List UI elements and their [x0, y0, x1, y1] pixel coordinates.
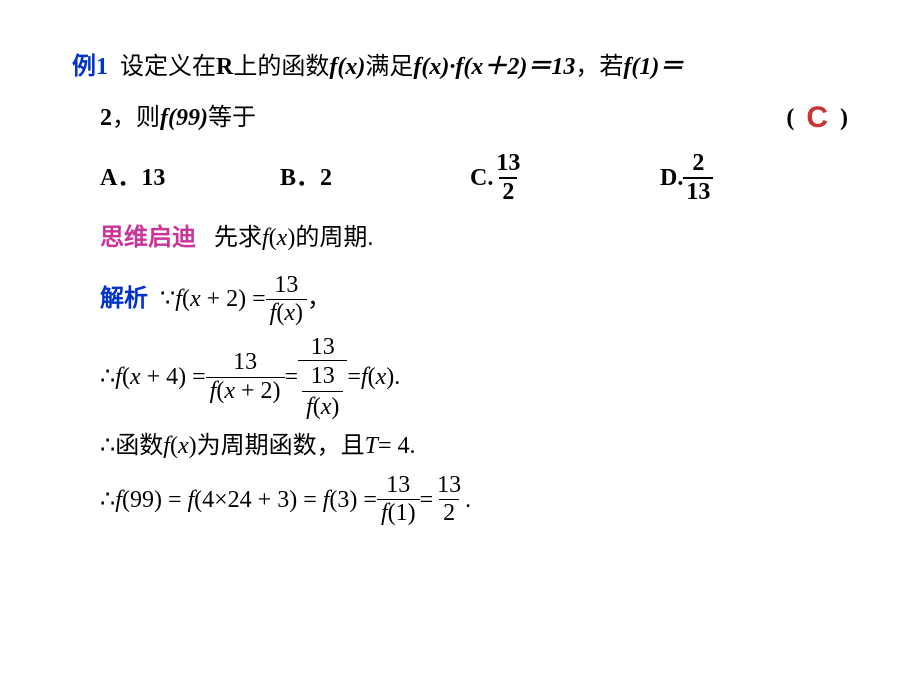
step4-lhs: f(99) = f(4×24 + 3) = f(3) =	[115, 481, 377, 519]
option-a: A．13	[100, 159, 280, 197]
example-label: 例1	[72, 48, 108, 86]
solution-step-4: ∴ f(99) = f(4×24 + 3) = f(3) = 13 f(1) =…	[100, 472, 848, 528]
step2-inner-frac: 13 f(x)	[302, 363, 343, 421]
solution-block: 解析 ∵ f(x + 2) = 13 f(x) ， ∴ f(x + 4) = 1…	[72, 272, 848, 528]
step2-rhs: f(x).	[361, 358, 400, 396]
problem-text: 设定义在R上的函数f(x)满足f(x)·f(x＋2)＝13，若f(1)＝	[108, 48, 848, 86]
ask-expr: f(99)	[160, 99, 208, 137]
cond-value: 2	[100, 99, 112, 137]
step4-frac1: 13 f(1)	[377, 472, 420, 528]
paren-open: (	[786, 99, 794, 137]
option-c: C. 13 2	[470, 150, 660, 205]
answer-group: ( C )	[786, 94, 848, 142]
option-d-frac: 2 13	[683, 150, 713, 205]
step4-frac2: 13 2	[433, 472, 465, 528]
condition: f(1)＝	[623, 54, 683, 80]
step3-fx: f	[163, 427, 170, 465]
option-d: D. 2 13	[660, 150, 713, 205]
option-b: B．2	[280, 159, 470, 197]
step2-frac1: 13 f(x + 2)	[206, 349, 285, 405]
option-c-frac: 13 2	[493, 150, 523, 205]
step2-frac2: 13 13 f(x)	[298, 334, 347, 422]
fx-expr: f(x)	[329, 54, 365, 80]
thinking-label: 思维启迪	[100, 225, 196, 251]
solution-step-3: ∴ 函数f(x)为周期函数，且T = 4.	[100, 427, 848, 465]
solution-step-2: ∴ f(x + 4) = 13 f(x + 2) = 13 13 f(x) = …	[100, 334, 848, 422]
problem-line-2: 2，则f(99)等于 ( C )	[72, 94, 848, 142]
step1-lhs: f(x + 2) =	[175, 280, 265, 318]
equation: f(x)·f(x＋2)＝13	[413, 54, 575, 80]
options-row: A．13 B．2 C. 13 2 D. 2 13	[72, 150, 848, 205]
thinking-line: 思维启迪 先求f(x)的周期.	[72, 219, 848, 257]
solution-step-1: 解析 ∵ f(x + 2) = 13 f(x) ，	[100, 272, 848, 328]
answer-letter: C	[806, 94, 828, 142]
step1-frac: 13 f(x)	[266, 272, 307, 328]
problem-line-1: 例1 设定义在R上的函数f(x)满足f(x)·f(x＋2)＝13，若f(1)＝	[72, 48, 848, 86]
paren-close: )	[840, 99, 848, 137]
step2-lhs: f(x + 4) =	[115, 358, 205, 396]
solution-label: 解析	[100, 280, 148, 318]
thinking-text: 先求f(x)的周期.	[214, 225, 373, 251]
